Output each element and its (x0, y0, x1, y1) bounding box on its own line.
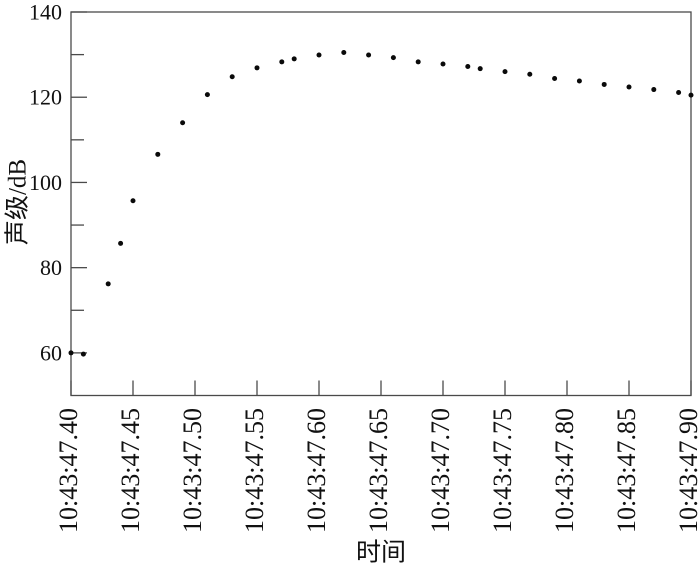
x-tick-label: 10:43:47.45 (116, 408, 145, 533)
data-point (576, 78, 582, 84)
data-point (688, 92, 694, 98)
data-point (626, 84, 632, 90)
x-tick-label: 10:43:47.80 (550, 408, 579, 533)
scatter-points (68, 49, 694, 357)
x-tick-label: 10:43:47.75 (488, 408, 517, 533)
data-point (651, 87, 657, 93)
y-tick-label: 100 (29, 170, 62, 195)
data-point (68, 350, 74, 356)
data-point (366, 52, 372, 58)
data-point (552, 75, 558, 81)
x-tick-label: 10:43:47.40 (54, 408, 83, 533)
data-point (291, 56, 297, 62)
x-axis-title: 时间 (356, 539, 406, 567)
y-tick-label: 60 (40, 340, 62, 365)
x-tick-label: 10:43:47.55 (240, 408, 269, 533)
data-point (440, 61, 446, 67)
x-tick-label: 10:43:47.90 (674, 408, 700, 533)
data-point (341, 49, 347, 55)
data-point (316, 52, 322, 58)
data-point (130, 198, 136, 204)
x-tick-label: 10:43:47.60 (302, 408, 331, 533)
data-point (254, 65, 260, 71)
x-tick-label: 10:43:47.70 (426, 408, 455, 533)
plot-frame (70, 11, 692, 397)
data-point (601, 81, 607, 87)
data-point (502, 69, 508, 75)
x-tick-label: 10:43:47.65 (364, 408, 393, 533)
data-point (118, 240, 124, 246)
y-tick-label: 140 (29, 0, 62, 25)
data-point (676, 90, 682, 96)
data-point (527, 71, 533, 77)
data-point (279, 59, 285, 65)
data-point (390, 55, 396, 61)
y-tick-label: 80 (40, 255, 62, 280)
data-point (477, 66, 483, 72)
axis-tick-labels: 10:43:47.40 10:43:47.45 10:43:47.50 10:43:4… (29, 0, 700, 533)
axis-ticks (70, 11, 692, 396)
data-point (415, 59, 421, 65)
data-point (229, 74, 235, 80)
x-tick-label: 10:43:47.50 (178, 408, 207, 533)
data-point (204, 92, 210, 98)
data-point (105, 281, 111, 287)
data-point (180, 120, 186, 126)
data-point (465, 64, 471, 70)
y-tick-label: 120 (29, 85, 62, 110)
data-point (80, 351, 86, 357)
x-tick-label: 10:43:47.85 (612, 408, 641, 533)
data-point (155, 151, 161, 157)
y-axis-title: 声级/dB (4, 159, 32, 245)
